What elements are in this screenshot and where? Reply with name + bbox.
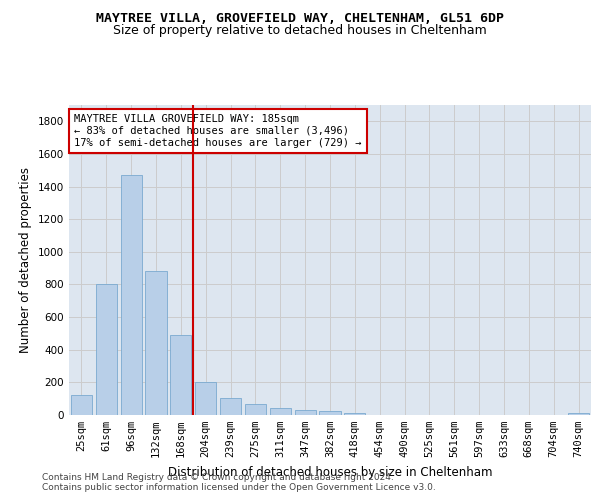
Text: Contains public sector information licensed under the Open Government Licence v3: Contains public sector information licen…: [42, 484, 436, 492]
Y-axis label: Number of detached properties: Number of detached properties: [19, 167, 32, 353]
Bar: [121, 175, 142, 415]
Text: MAYTREE VILLA, GROVEFIELD WAY, CHELTENHAM, GL51 6DP: MAYTREE VILLA, GROVEFIELD WAY, CHELTENHA…: [96, 12, 504, 26]
Text: Contains HM Land Registry data © Crown copyright and database right 2024.: Contains HM Land Registry data © Crown c…: [42, 474, 394, 482]
Bar: [96, 284, 117, 415]
Bar: [245, 404, 266, 415]
X-axis label: Distribution of detached houses by size in Cheltenham: Distribution of detached houses by size …: [168, 466, 492, 478]
Bar: [319, 411, 341, 415]
Bar: [170, 335, 191, 415]
Text: MAYTREE VILLA GROVEFIELD WAY: 185sqm
← 83% of detached houses are smaller (3,496: MAYTREE VILLA GROVEFIELD WAY: 185sqm ← 8…: [74, 114, 362, 148]
Bar: [568, 413, 589, 415]
Bar: [195, 382, 216, 415]
Bar: [344, 413, 365, 415]
Bar: [295, 410, 316, 415]
Text: Size of property relative to detached houses in Cheltenham: Size of property relative to detached ho…: [113, 24, 487, 37]
Bar: [71, 394, 92, 415]
Bar: [220, 398, 241, 415]
Bar: [270, 408, 291, 415]
Bar: [145, 272, 167, 415]
